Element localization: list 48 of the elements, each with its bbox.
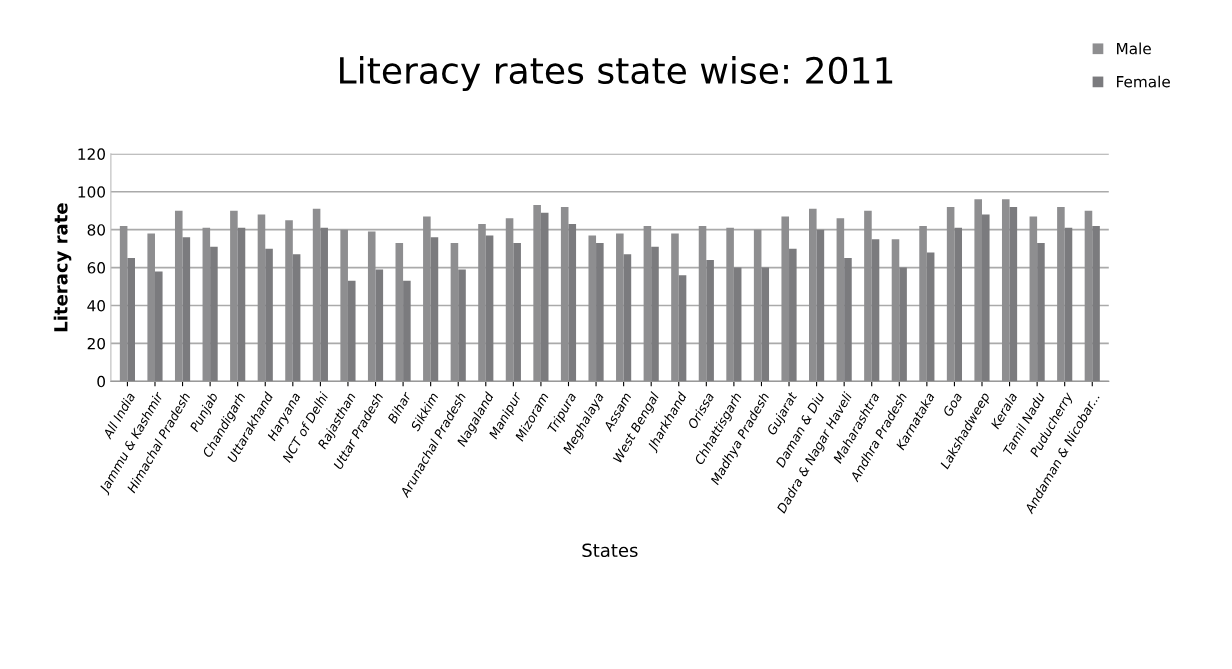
bar [540, 212, 549, 382]
y-tick-label: 40 [87, 299, 105, 312]
bar [210, 246, 218, 382]
bar [403, 280, 411, 382]
chart-title: Literacy rates state wise: 2011 [340, 56, 893, 92]
legend-label: Female [1117, 75, 1170, 88]
y-tick-label: 0 [97, 375, 105, 388]
bar [430, 237, 439, 382]
bar [320, 227, 328, 382]
bar [237, 227, 246, 382]
bar [1064, 227, 1073, 382]
y-tick-label: 60 [87, 262, 105, 274]
bar [1092, 225, 1100, 382]
bar [623, 254, 632, 382]
bar [292, 254, 301, 382]
bar [265, 248, 273, 382]
bar [651, 246, 659, 382]
bar [926, 252, 935, 382]
bar [706, 260, 714, 382]
bar [871, 239, 880, 382]
bar [513, 242, 521, 382]
bar [485, 235, 494, 382]
bar [154, 271, 163, 382]
bar [596, 242, 604, 382]
bar [678, 275, 687, 382]
bar [1009, 206, 1018, 382]
bar [375, 269, 384, 382]
bar [458, 269, 466, 382]
bar [844, 258, 852, 382]
bar [733, 267, 742, 382]
bar [954, 227, 963, 382]
bar [1037, 242, 1045, 382]
bar [789, 248, 797, 382]
y-tick-label: 80 [87, 224, 105, 236]
bar [816, 229, 825, 382]
bar [899, 267, 907, 382]
bar [761, 267, 770, 382]
bar [568, 224, 577, 382]
bar [182, 237, 191, 382]
bar [347, 280, 356, 382]
bar [127, 258, 135, 382]
bar [981, 214, 990, 382]
y-tick-label: 120 [78, 148, 105, 160]
x-axis-title: States [582, 543, 638, 558]
y-tick-label: 100 [78, 186, 105, 198]
y-tick-label: 20 [87, 337, 105, 350]
y-axis-title: Literacy rate [53, 203, 72, 332]
legend-label: Male [1117, 42, 1151, 55]
